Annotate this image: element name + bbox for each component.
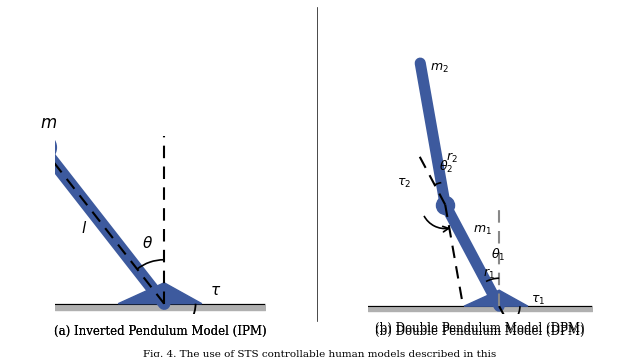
Text: $\tau_1$: $\tau_1$ [531, 294, 545, 307]
Text: $m_2$: $m_2$ [430, 62, 449, 75]
Polygon shape [464, 290, 528, 306]
Text: Fig. 4. The use of STS controllable human models described in this: Fig. 4. The use of STS controllable huma… [143, 350, 497, 357]
Text: $\theta$: $\theta$ [142, 235, 154, 251]
Text: (a) Inverted Pendulum Model (IPM): (a) Inverted Pendulum Model (IPM) [54, 325, 266, 338]
Text: (b) Double Pendulum Model (DPM): (b) Double Pendulum Model (DPM) [375, 322, 585, 335]
Text: $\theta_1$: $\theta_1$ [491, 247, 505, 263]
Text: $l$: $l$ [81, 220, 88, 236]
Text: $\theta_2$: $\theta_2$ [439, 159, 453, 175]
Text: $m_1$: $m_1$ [473, 223, 492, 237]
Polygon shape [118, 283, 202, 304]
Text: $\tau_2$: $\tau_2$ [397, 176, 412, 190]
Text: $r_1$: $r_1$ [483, 267, 495, 281]
Text: $m$: $m$ [40, 114, 57, 132]
Text: $\tau$: $\tau$ [210, 283, 221, 298]
Text: (a) Inverted Pendulum Model (IPM): (a) Inverted Pendulum Model (IPM) [54, 325, 266, 338]
Text: $r_2$: $r_2$ [446, 151, 458, 165]
Text: (b) Double Pendulum Model (DPM): (b) Double Pendulum Model (DPM) [375, 325, 585, 338]
